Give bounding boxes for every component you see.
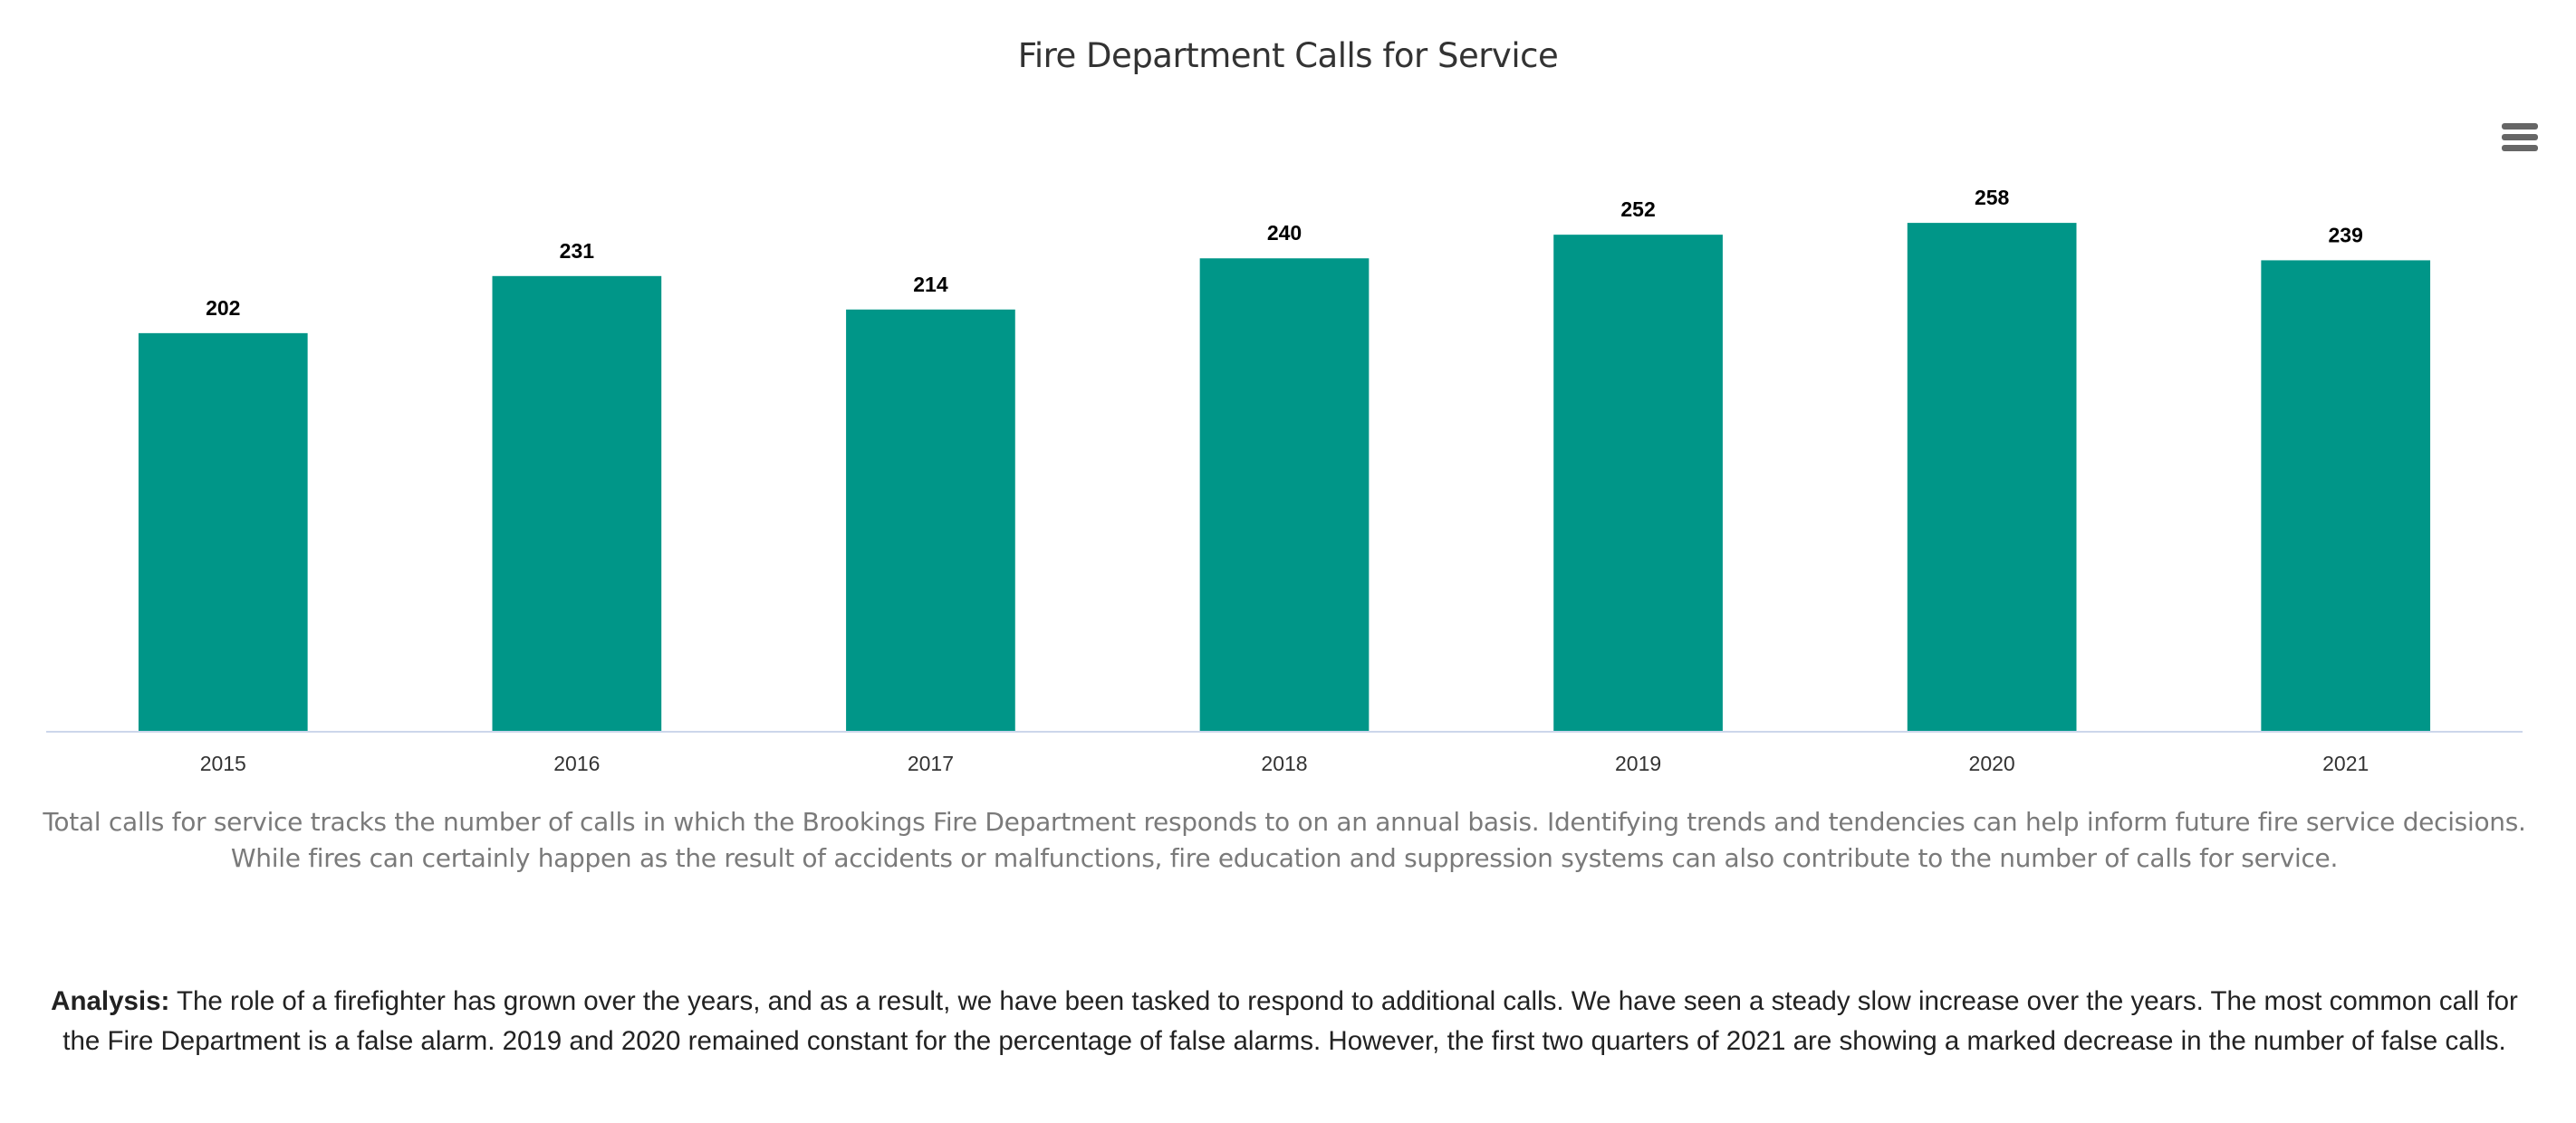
data-label-2018: 240 bbox=[1267, 221, 1302, 245]
x-tick-label-2016: 2016 bbox=[553, 752, 600, 775]
x-tick-label-2017: 2017 bbox=[908, 752, 954, 775]
chart-description: Total calls for service tracks the numbe… bbox=[43, 807, 2526, 873]
x-tick-label-2015: 2015 bbox=[200, 752, 246, 775]
data-label-2019: 252 bbox=[1620, 197, 1655, 221]
analysis-paragraph: Analysis: The role of a firefighter has … bbox=[33, 982, 2536, 1061]
data-label-2017: 214 bbox=[913, 273, 948, 296]
data-label-2016: 231 bbox=[560, 239, 595, 263]
bar-2018[interactable] bbox=[1199, 258, 1370, 731]
hamburger-menu-icon bbox=[2502, 123, 2538, 151]
x-tick-label-2018: 2018 bbox=[1261, 752, 1307, 775]
bar-2019[interactable] bbox=[1553, 235, 1723, 732]
x-tick-label-2020: 2020 bbox=[1969, 752, 2015, 775]
bar-2020[interactable] bbox=[1907, 223, 2077, 731]
bar-2015[interactable] bbox=[138, 332, 308, 731]
analysis-text: The role of a firefighter has grown over… bbox=[62, 986, 2518, 1056]
bar-chart: 202 2015 231 2016 214 2017 240 2018 252 2019 258 20… bbox=[46, 186, 2523, 775]
data-label-2015: 202 bbox=[206, 296, 240, 320]
bar-2017[interactable] bbox=[846, 309, 1015, 731]
x-tick-label-2019: 2019 bbox=[1615, 752, 1661, 775]
bar-2016[interactable] bbox=[492, 275, 662, 731]
bar-2021[interactable] bbox=[2261, 260, 2431, 731]
x-tick-label-2021: 2021 bbox=[2322, 752, 2369, 775]
chart-menu-button[interactable] bbox=[2502, 123, 2538, 154]
analysis-label: Analysis: bbox=[51, 986, 170, 1016]
chart-title: Fire Department Calls for Service bbox=[1017, 36, 1559, 75]
data-label-2020: 258 bbox=[1975, 186, 2010, 209]
data-label-2021: 239 bbox=[2329, 223, 2363, 246]
